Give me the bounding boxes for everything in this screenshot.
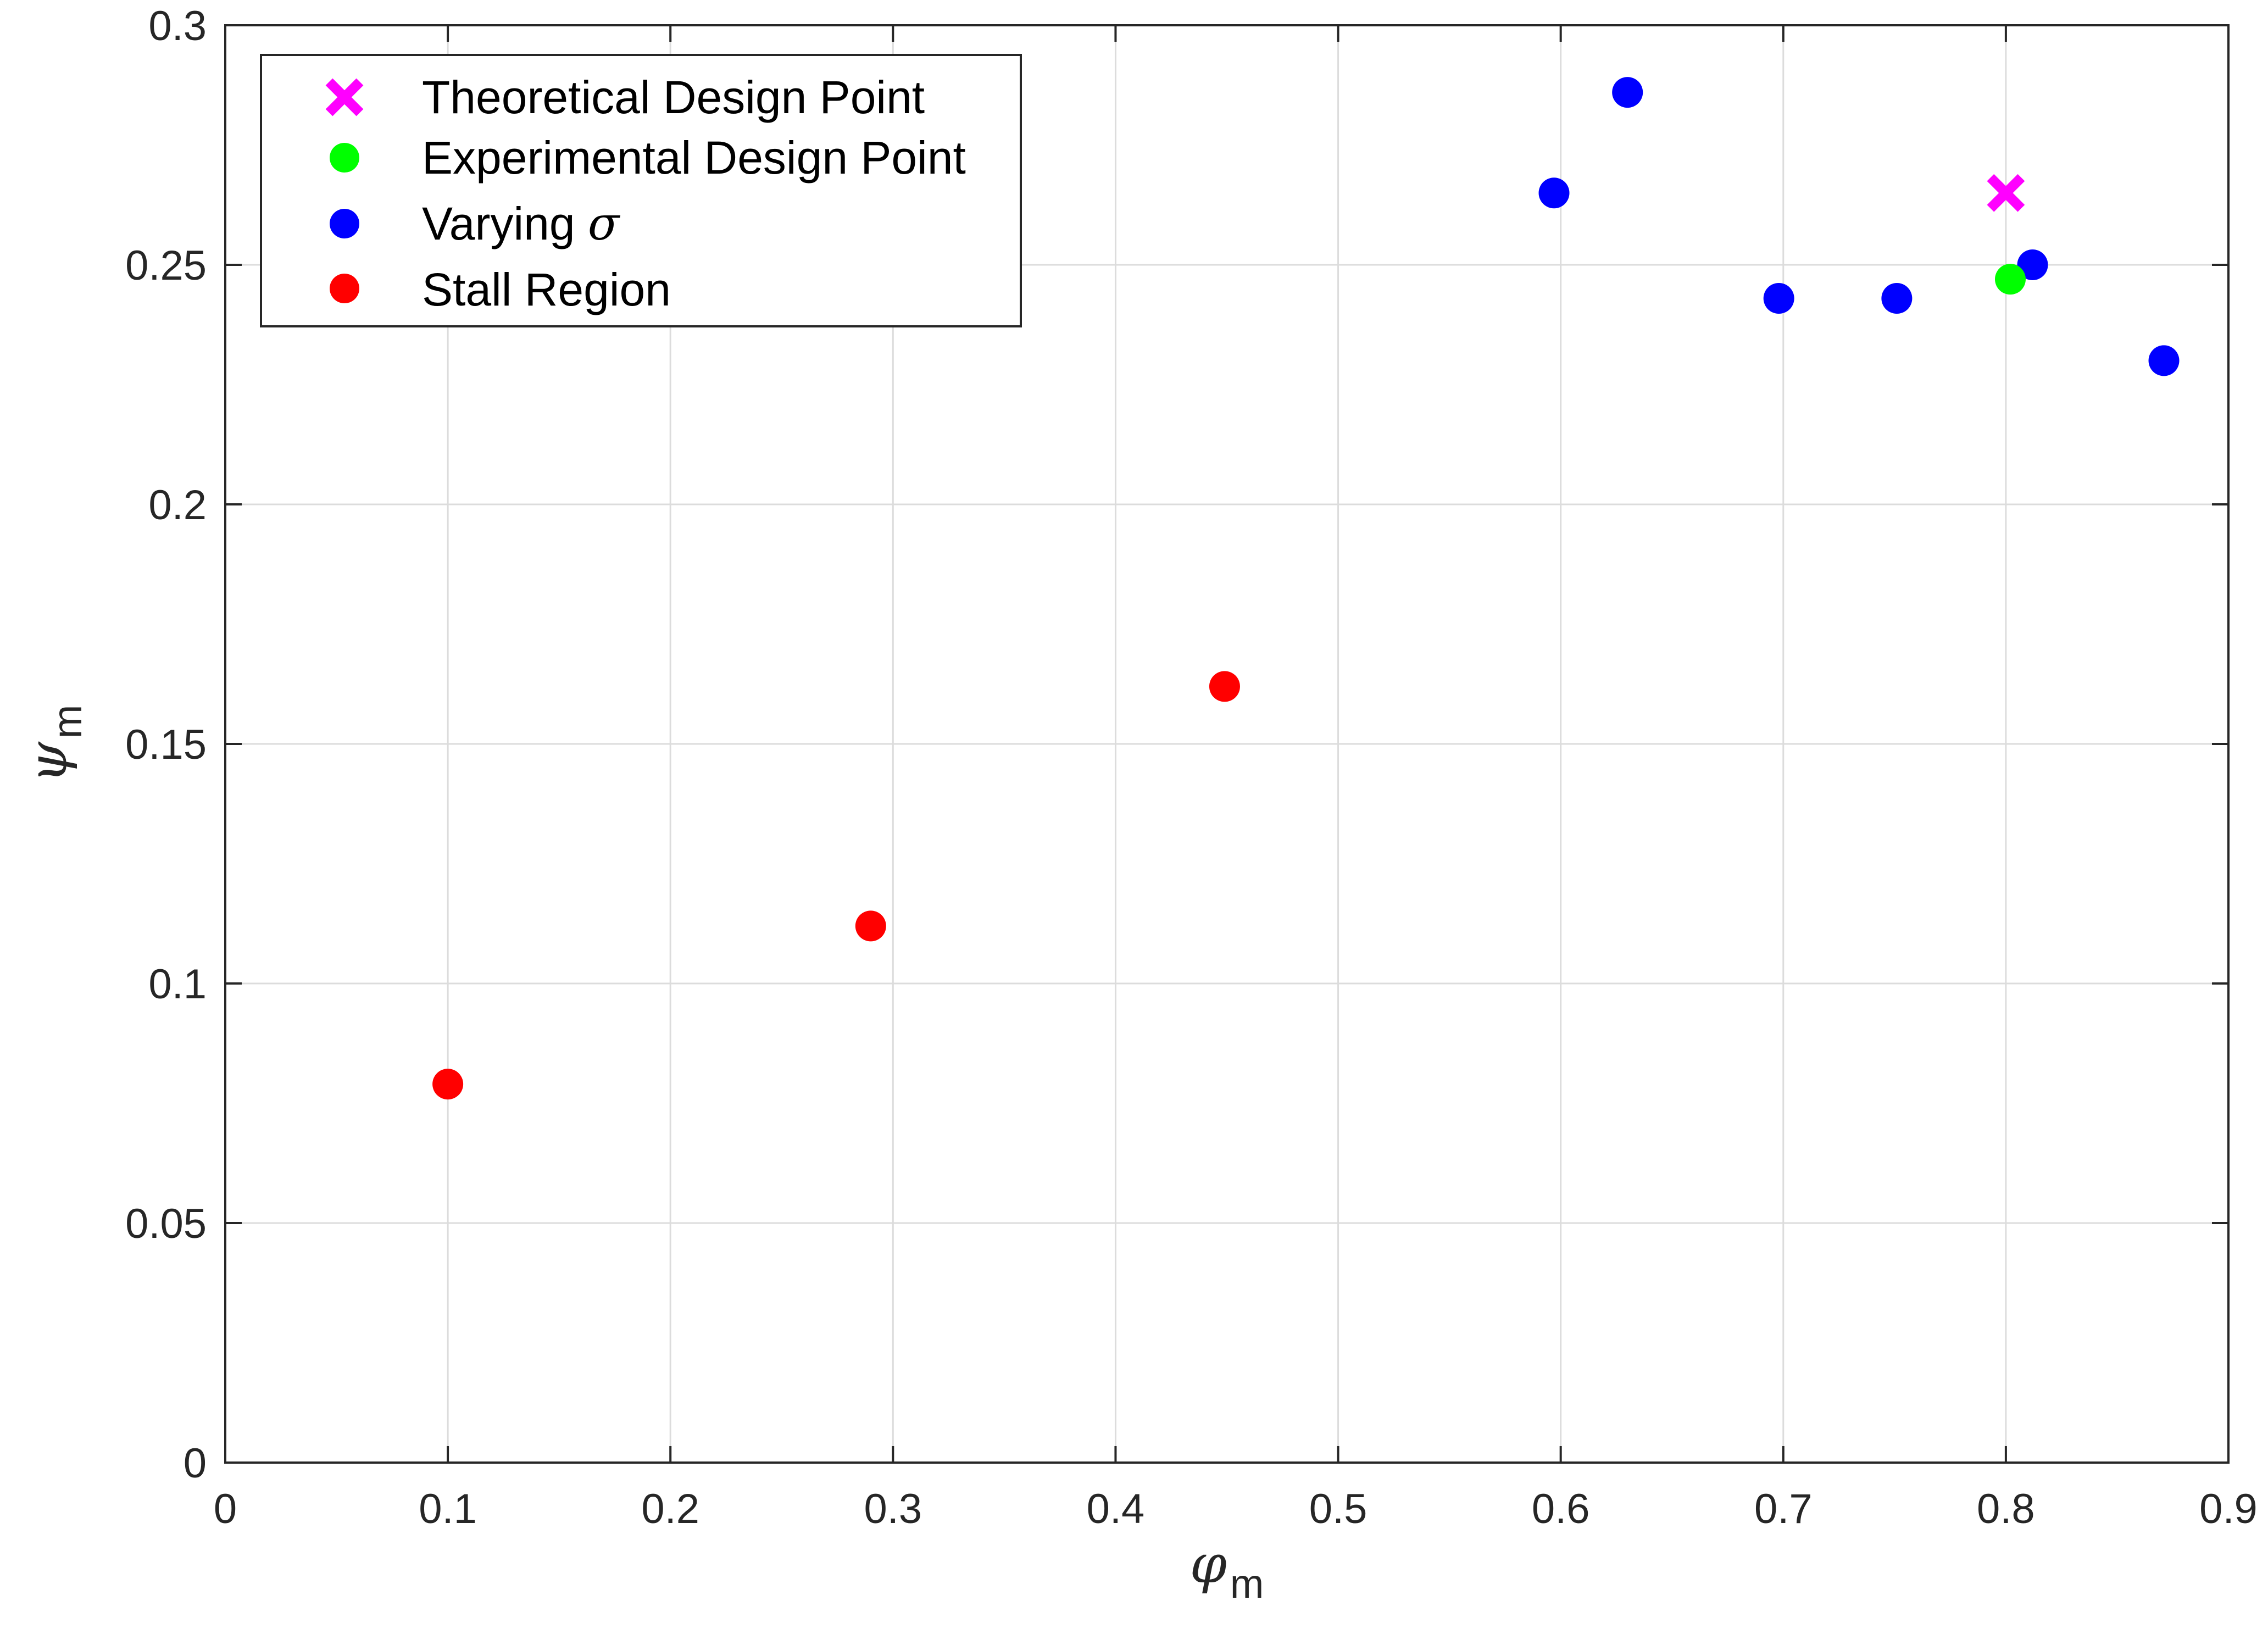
y-tick-label: 0.25 (125, 242, 207, 289)
y-tick-label: 0.2 (148, 482, 207, 529)
data-point (1763, 283, 1794, 314)
data-point (1538, 177, 1570, 209)
x-tick-label: 0 (214, 1486, 237, 1532)
x-tick-label: 0.4 (1087, 1486, 1145, 1532)
y-tick-label: 0.05 (125, 1201, 207, 1247)
data-point-x (1987, 174, 2025, 212)
x-tick-label: 0.2 (641, 1486, 699, 1532)
x-tick-label: 0.3 (864, 1486, 922, 1532)
x-tick-label: 0.9 (2199, 1486, 2258, 1532)
legend-item-theoretical: Theoretical Design Point (325, 71, 925, 123)
x-stroke (1987, 174, 2025, 212)
y-tick-label: 0 (184, 1440, 207, 1487)
data-point (2148, 345, 2180, 376)
y-axis: 0 0.05 0.1 0.15 0.2 0.25 0.3 (125, 3, 2228, 1487)
data-point (432, 1069, 464, 1100)
legend-item-stall: Stall Region (330, 264, 671, 315)
legend-item-experimental: Experimental Design Point (330, 132, 966, 184)
data-point (855, 910, 886, 942)
y-tick-label: 0.3 (148, 3, 207, 49)
y-tick-label: 0.1 (148, 961, 207, 1008)
legend-label: Theoretical Design Point (422, 71, 925, 123)
data-point (1209, 671, 1240, 702)
data-points (432, 77, 2180, 1100)
legend: Theoretical Design Point Experimental De… (260, 54, 1022, 327)
legend-marker-circle (330, 209, 359, 238)
legend-box (260, 54, 1022, 327)
legend-marker-circle (330, 274, 359, 303)
legend-label: Varying σ (422, 197, 621, 251)
y-tick-label: 0.15 (125, 721, 207, 768)
data-point (1994, 264, 2026, 295)
data-point (2017, 249, 2048, 280)
x-tick-label: 0.5 (1309, 1486, 1368, 1532)
x-tick-label: 0.7 (1754, 1486, 1813, 1532)
legend-label: Stall Region (422, 264, 671, 315)
legend-label: Experimental Design Point (422, 132, 966, 184)
x-axis: 0 0.1 0.2 0.3 0.4 0.5 0.6 0.7 0.8 0.9 (214, 25, 2258, 1532)
legend-marker-circle (330, 143, 359, 173)
data-point (1612, 77, 1643, 108)
x-tick-label: 0.8 (1977, 1486, 2035, 1532)
legend-marker-x (325, 78, 364, 116)
x-tick-label: 0.6 (1532, 1486, 1590, 1532)
data-point (1881, 283, 1913, 314)
legend-item-varying-sigma: Varying σ (330, 197, 621, 251)
y-axis-label: ψm (17, 705, 90, 783)
x-axis-label: φm (1190, 1533, 1264, 1607)
x-tick-label: 0.1 (419, 1486, 477, 1532)
